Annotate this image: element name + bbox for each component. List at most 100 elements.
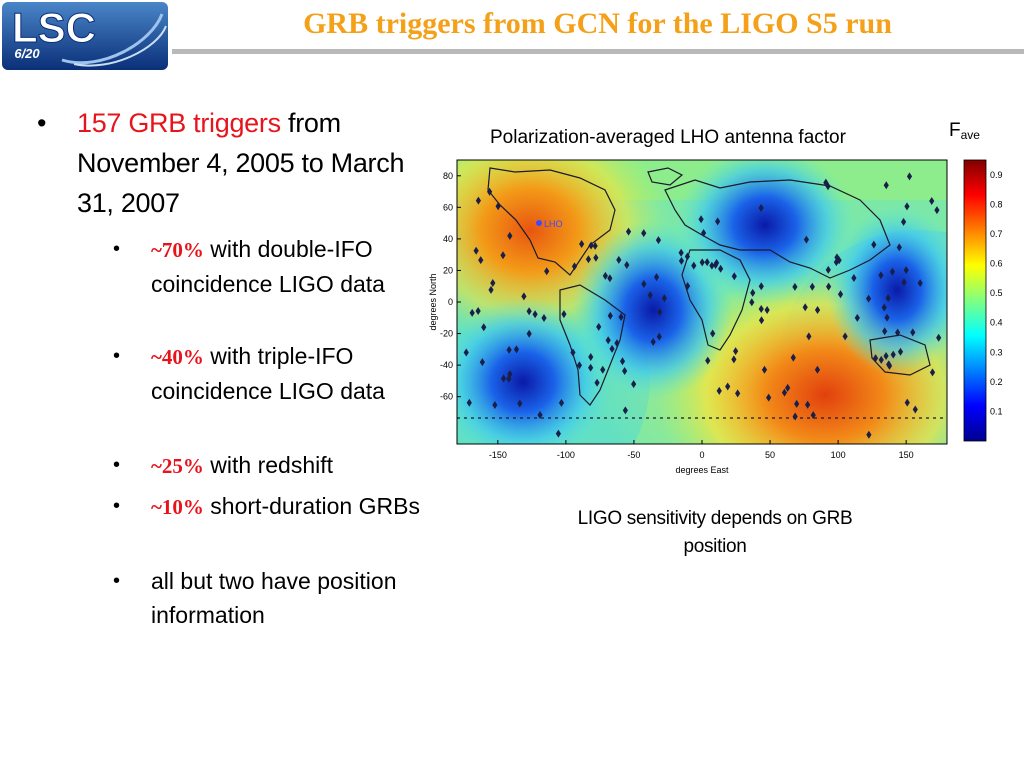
grb-trigger-marker (929, 197, 935, 206)
sub-bullet-text: with double-IFO coincidence LIGO data (151, 236, 385, 297)
grb-trigger-marker (871, 240, 877, 249)
grb-trigger-marker (872, 354, 879, 363)
sub-bullet-redshift: • ~25% with redshift (113, 448, 436, 483)
grb-trigger-marker (889, 267, 896, 276)
colorbar-tick-label: 0.6 (990, 259, 1003, 269)
grb-trigger-marker (656, 332, 662, 341)
grb-trigger-marker (865, 294, 872, 303)
grb-trigger-marker (792, 282, 798, 291)
grb-trigger-marker (912, 405, 918, 414)
grb-trigger-marker (854, 313, 860, 322)
antenna-factor-chart: LHO -150 -100 -50 0 50 100 150 80 60 40 20 0 -20 -40… (428, 159, 1003, 475)
grb-trigger-marker (479, 358, 485, 367)
main-bullet-text: from November 4, 2005 to March 31, 2007 (77, 108, 405, 218)
grb-trigger-marker (837, 290, 844, 299)
grb-trigger-marker (704, 258, 710, 267)
grb-trigger-marker (691, 261, 697, 270)
grb-trigger-marker (885, 294, 891, 303)
y-axis-label: degrees North (428, 273, 438, 330)
grb-trigger-marker (475, 306, 481, 315)
grb-trigger-marker (823, 178, 829, 187)
y-tick-label: 20 (443, 265, 453, 275)
x-axis-label: degrees East (675, 465, 729, 475)
grb-trigger-marker (641, 229, 647, 238)
grb-trigger-marker (600, 365, 606, 374)
grb-trigger-marker (805, 400, 811, 409)
grb-trigger-marker (705, 356, 711, 365)
grb-trigger-marker (712, 261, 719, 270)
grb-trigger-marker (733, 347, 739, 356)
colorbar-tick-label: 0.9 (990, 170, 1003, 180)
y-tick-label: -20 (440, 329, 453, 339)
colorbar-tick-label: 0.3 (990, 347, 1003, 357)
bullet-dot-icon: • (113, 345, 121, 367)
grb-trigger-marker (500, 374, 507, 383)
grb-trigger-marker (699, 258, 705, 267)
grb-trigger-marker (725, 382, 731, 391)
coastlines (457, 167, 947, 419)
grb-trigger-marker (851, 273, 857, 282)
x-tick-label: 100 (831, 450, 846, 460)
grb-trigger-marker (622, 367, 628, 376)
grb-trigger-marker (917, 279, 923, 288)
grb-trigger-marker (700, 229, 707, 238)
lho-label: LHO (544, 219, 563, 229)
y-tick-label: -40 (440, 360, 453, 370)
grb-trigger-marker (901, 278, 907, 287)
x-tick-label: -150 (489, 450, 507, 460)
grb-trigger-marker (469, 308, 475, 317)
grb-trigger-marker (883, 181, 889, 190)
grb-trigger-marker (684, 252, 691, 261)
grb-trigger-marker (878, 271, 884, 280)
grb-trigger-marker (842, 332, 848, 341)
grb-trigger-marker (903, 266, 909, 275)
grb-trigger-marker (579, 239, 585, 248)
grb-trigger-marker (761, 365, 768, 374)
grb-trigger-marker (521, 292, 527, 301)
grb-trigger-marker (897, 347, 904, 356)
grb-trigger-marker (810, 411, 816, 420)
colorbar-tick-label: 0.1 (990, 406, 1003, 416)
bullet-dot-icon: • (113, 570, 121, 592)
grb-trigger-marker (792, 412, 798, 421)
slide-title: GRB triggers from GCN for the LIGO S5 ru… (303, 7, 892, 40)
grb-trigger-marker (758, 316, 765, 325)
antenna-factor-map: LHO -150 -100 -50 0 50 100 150 80 60 40 20 0 -20 -40… (420, 150, 1010, 495)
grb-trigger-marker (904, 398, 910, 407)
sub-bullet-text: short-duration GRBs (203, 493, 420, 519)
grb-trigger-marker (641, 280, 647, 289)
grb-trigger-marker (709, 261, 715, 270)
grb-trigger-marker (685, 281, 691, 290)
grb-trigger-marker (934, 206, 940, 215)
grb-trigger-marker (785, 383, 791, 392)
grb-trigger-marker (896, 243, 902, 252)
bullet-dot-icon: • (113, 238, 121, 260)
y-tick-label: 80 (443, 171, 453, 181)
grb-trigger-marker (814, 365, 821, 374)
grb-trigger-marker (596, 322, 602, 331)
grb-trigger-marker (814, 305, 821, 314)
grb-trigger-marker (790, 353, 796, 362)
lsc-logo: LSC (2, 2, 168, 70)
grb-trigger-marker (910, 328, 916, 337)
percent-value: ~10% (151, 495, 204, 519)
x-axis-ticks: -150 -100 -50 0 50 100 150 (489, 440, 914, 460)
grb-trigger-marker (731, 272, 737, 281)
grb-trigger-marker (593, 253, 599, 262)
x-tick-label: -50 (627, 450, 640, 460)
grb-trigger-marker (882, 327, 888, 336)
main-bullet: • 157 GRB triggers from November 4, 2005… (37, 103, 422, 223)
grb-trigger-marker (749, 298, 755, 307)
grb-trigger-marker (678, 256, 685, 265)
grb-trigger-marker (758, 304, 764, 313)
grb-trigger-marker (716, 386, 722, 395)
sub-bullet-text: with triple-IFO coincidence LIGO data (151, 343, 385, 404)
grb-trigger-marker (803, 235, 810, 244)
y-axis-ticks: 80 60 40 20 0 -20 -40 -60 (440, 171, 461, 402)
sub-bullet-text: with redshift (203, 452, 334, 478)
grb-trigger-marker (895, 328, 901, 337)
grb-trigger-marker (809, 282, 815, 291)
grb-trigger-marker (886, 360, 892, 369)
grb-trigger-marker (826, 282, 832, 291)
colorbar-tick-label: 0.5 (990, 288, 1003, 298)
